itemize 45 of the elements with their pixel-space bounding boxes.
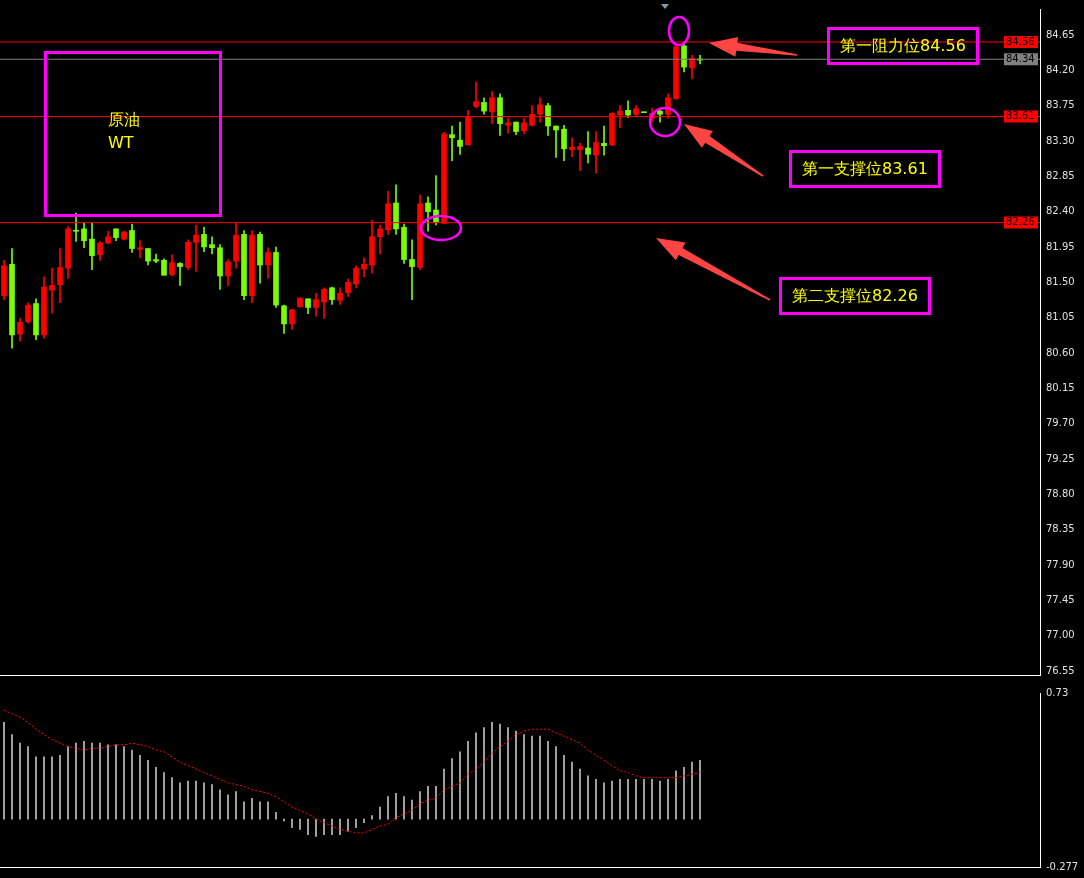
annotation: 第一阻力位84.56: [827, 27, 979, 65]
candlestick: [209, 236, 215, 255]
annotation: WT: [108, 133, 134, 153]
candlestick: [153, 253, 159, 264]
ref-line-label: 82.26: [1006, 216, 1035, 228]
line-series: [3, 709, 701, 834]
y-tick-label: 80.60: [1046, 346, 1075, 358]
y-tick-label: -0.277: [1046, 860, 1079, 872]
candlestick: [577, 142, 583, 172]
y-tick-label: 83.75: [1046, 99, 1075, 111]
y-tick-label: 78.80: [1046, 487, 1075, 499]
candlestick: [193, 224, 199, 272]
candlestick: [473, 81, 479, 109]
y-tick-label: 82.85: [1046, 169, 1075, 181]
candlestick: [601, 125, 607, 156]
y-tick-label: 76.55: [1046, 664, 1075, 676]
ref-line-label: 83.61: [1006, 110, 1035, 122]
annotation: 第二支撑位82.26: [779, 277, 931, 315]
y-tick-label: 80.15: [1046, 381, 1075, 393]
y-tick-label: 84.20: [1046, 63, 1075, 75]
y-tick-label: 81.95: [1046, 240, 1075, 252]
y-tick-label: 83.30: [1046, 134, 1075, 146]
y-tick-label: 79.25: [1046, 452, 1075, 464]
y-tick-label: 81.50: [1046, 275, 1075, 287]
y-tick-label: 78.35: [1046, 523, 1075, 535]
candlestick: [49, 267, 55, 314]
y-tick-label: 84.65: [1046, 28, 1075, 40]
ref-line-label: 84.56: [1006, 35, 1035, 47]
ref-line-label: 84.34: [1006, 52, 1035, 64]
candlestick: [585, 131, 591, 164]
candlestick: [569, 137, 575, 157]
y-tick-label: 0.73: [1046, 686, 1069, 698]
y-tick-label: 77.00: [1046, 629, 1075, 641]
candlestick: [177, 262, 183, 286]
annotation: 第一支撑位83.61: [789, 150, 941, 188]
candlestick: [553, 125, 559, 158]
y-tick-label: 81.05: [1046, 311, 1075, 323]
candlestick: [137, 240, 143, 259]
y-tick-label: 77.45: [1046, 593, 1075, 605]
candlestick: [409, 239, 415, 300]
candlestick: [457, 121, 463, 155]
y-tick-label: 82.40: [1046, 205, 1075, 217]
y-tick-label: 77.90: [1046, 558, 1075, 570]
y-tick-label: 79.70: [1046, 417, 1075, 429]
candlestick: [449, 125, 455, 161]
